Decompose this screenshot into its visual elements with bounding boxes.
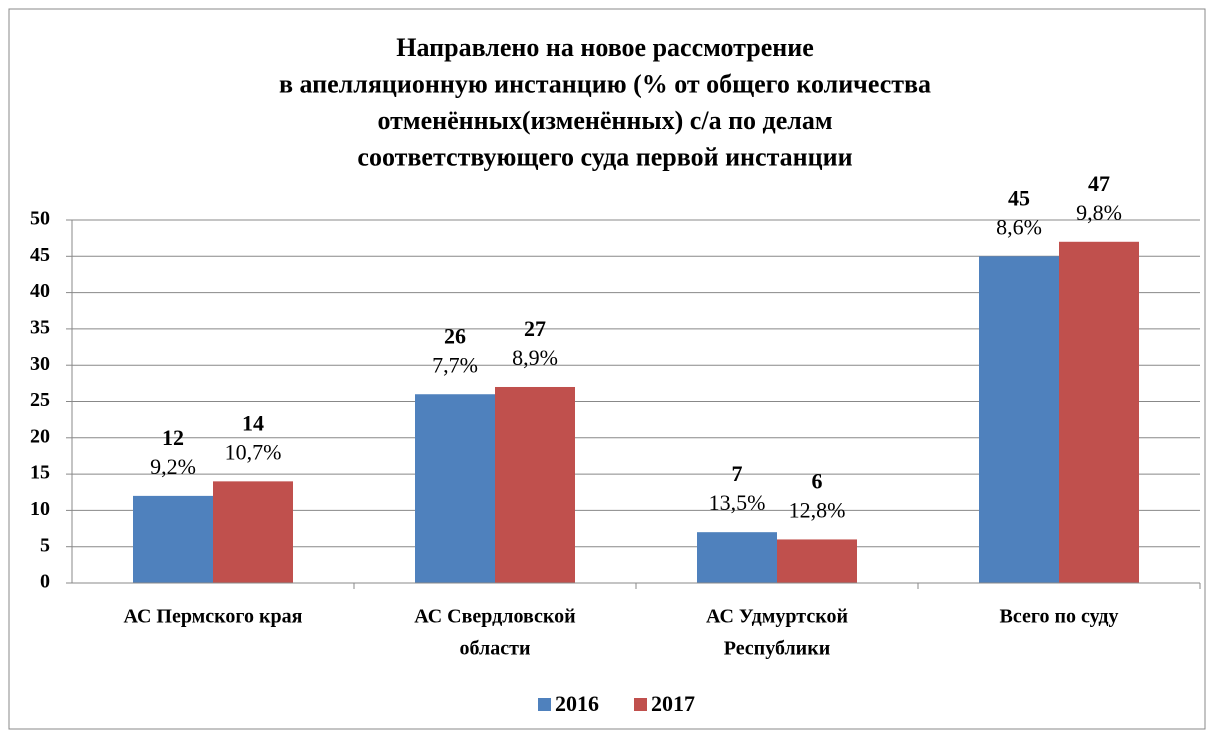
bar xyxy=(979,256,1059,583)
data-label: 26 xyxy=(444,323,466,348)
y-tick-label: 30 xyxy=(30,353,50,375)
legend-label: 2017 xyxy=(651,691,695,716)
percent-label: 7,7% xyxy=(432,352,478,377)
percent-label: 8,6% xyxy=(996,214,1042,239)
percent-label: 10,7% xyxy=(225,439,282,464)
percent-label: 8,9% xyxy=(512,345,558,370)
y-tick-label: 20 xyxy=(30,425,50,447)
percent-label: 9,2% xyxy=(150,454,196,479)
y-tick-label: 0 xyxy=(40,571,50,593)
bar xyxy=(133,495,213,583)
x-tick-label: АС Свердловской xyxy=(414,606,575,628)
y-tick-label: 50 xyxy=(30,208,50,230)
x-tick-label: Всего по суду xyxy=(1000,606,1119,628)
bar xyxy=(777,539,857,583)
legend-label: 2016 xyxy=(555,691,599,716)
chart-title: соответствующего суда первой инстанции xyxy=(357,142,852,171)
bar xyxy=(213,481,293,583)
data-label: 47 xyxy=(1088,171,1110,196)
percent-label: 13,5% xyxy=(709,490,766,515)
data-label: 27 xyxy=(524,316,546,341)
y-tick-label: 35 xyxy=(30,316,50,338)
bar xyxy=(697,532,777,583)
data-label: 14 xyxy=(242,410,264,435)
chart-title: в апелляционную инстанцию (% от общего к… xyxy=(279,69,931,98)
bar xyxy=(415,394,495,583)
bar xyxy=(495,386,575,583)
chart-title: отменённых(изменённых) с/а по делам xyxy=(377,106,832,135)
y-tick-label: 15 xyxy=(30,462,50,484)
bar xyxy=(1059,241,1139,583)
percent-label: 12,8% xyxy=(789,497,846,522)
x-tick-label: Республики xyxy=(724,638,831,660)
y-tick-label: 10 xyxy=(30,498,50,520)
data-label: 45 xyxy=(1008,185,1030,210)
x-tick-label: АС Пермского края xyxy=(124,606,303,628)
y-tick-label: 45 xyxy=(30,244,50,266)
data-label: 12 xyxy=(162,425,184,450)
chart-title: Направлено на новое рассмотрение xyxy=(396,33,814,62)
y-tick-label: 40 xyxy=(30,280,50,302)
legend-swatch xyxy=(634,698,647,711)
data-label: 6 xyxy=(812,468,823,493)
y-tick-label: 25 xyxy=(30,389,50,411)
percent-label: 9,8% xyxy=(1076,200,1122,225)
x-tick-label: АС Удмуртской xyxy=(706,606,848,628)
x-tick-label: области xyxy=(460,638,531,660)
legend-swatch xyxy=(538,698,551,711)
data-label: 7 xyxy=(732,461,743,486)
y-tick-label: 5 xyxy=(40,534,50,556)
